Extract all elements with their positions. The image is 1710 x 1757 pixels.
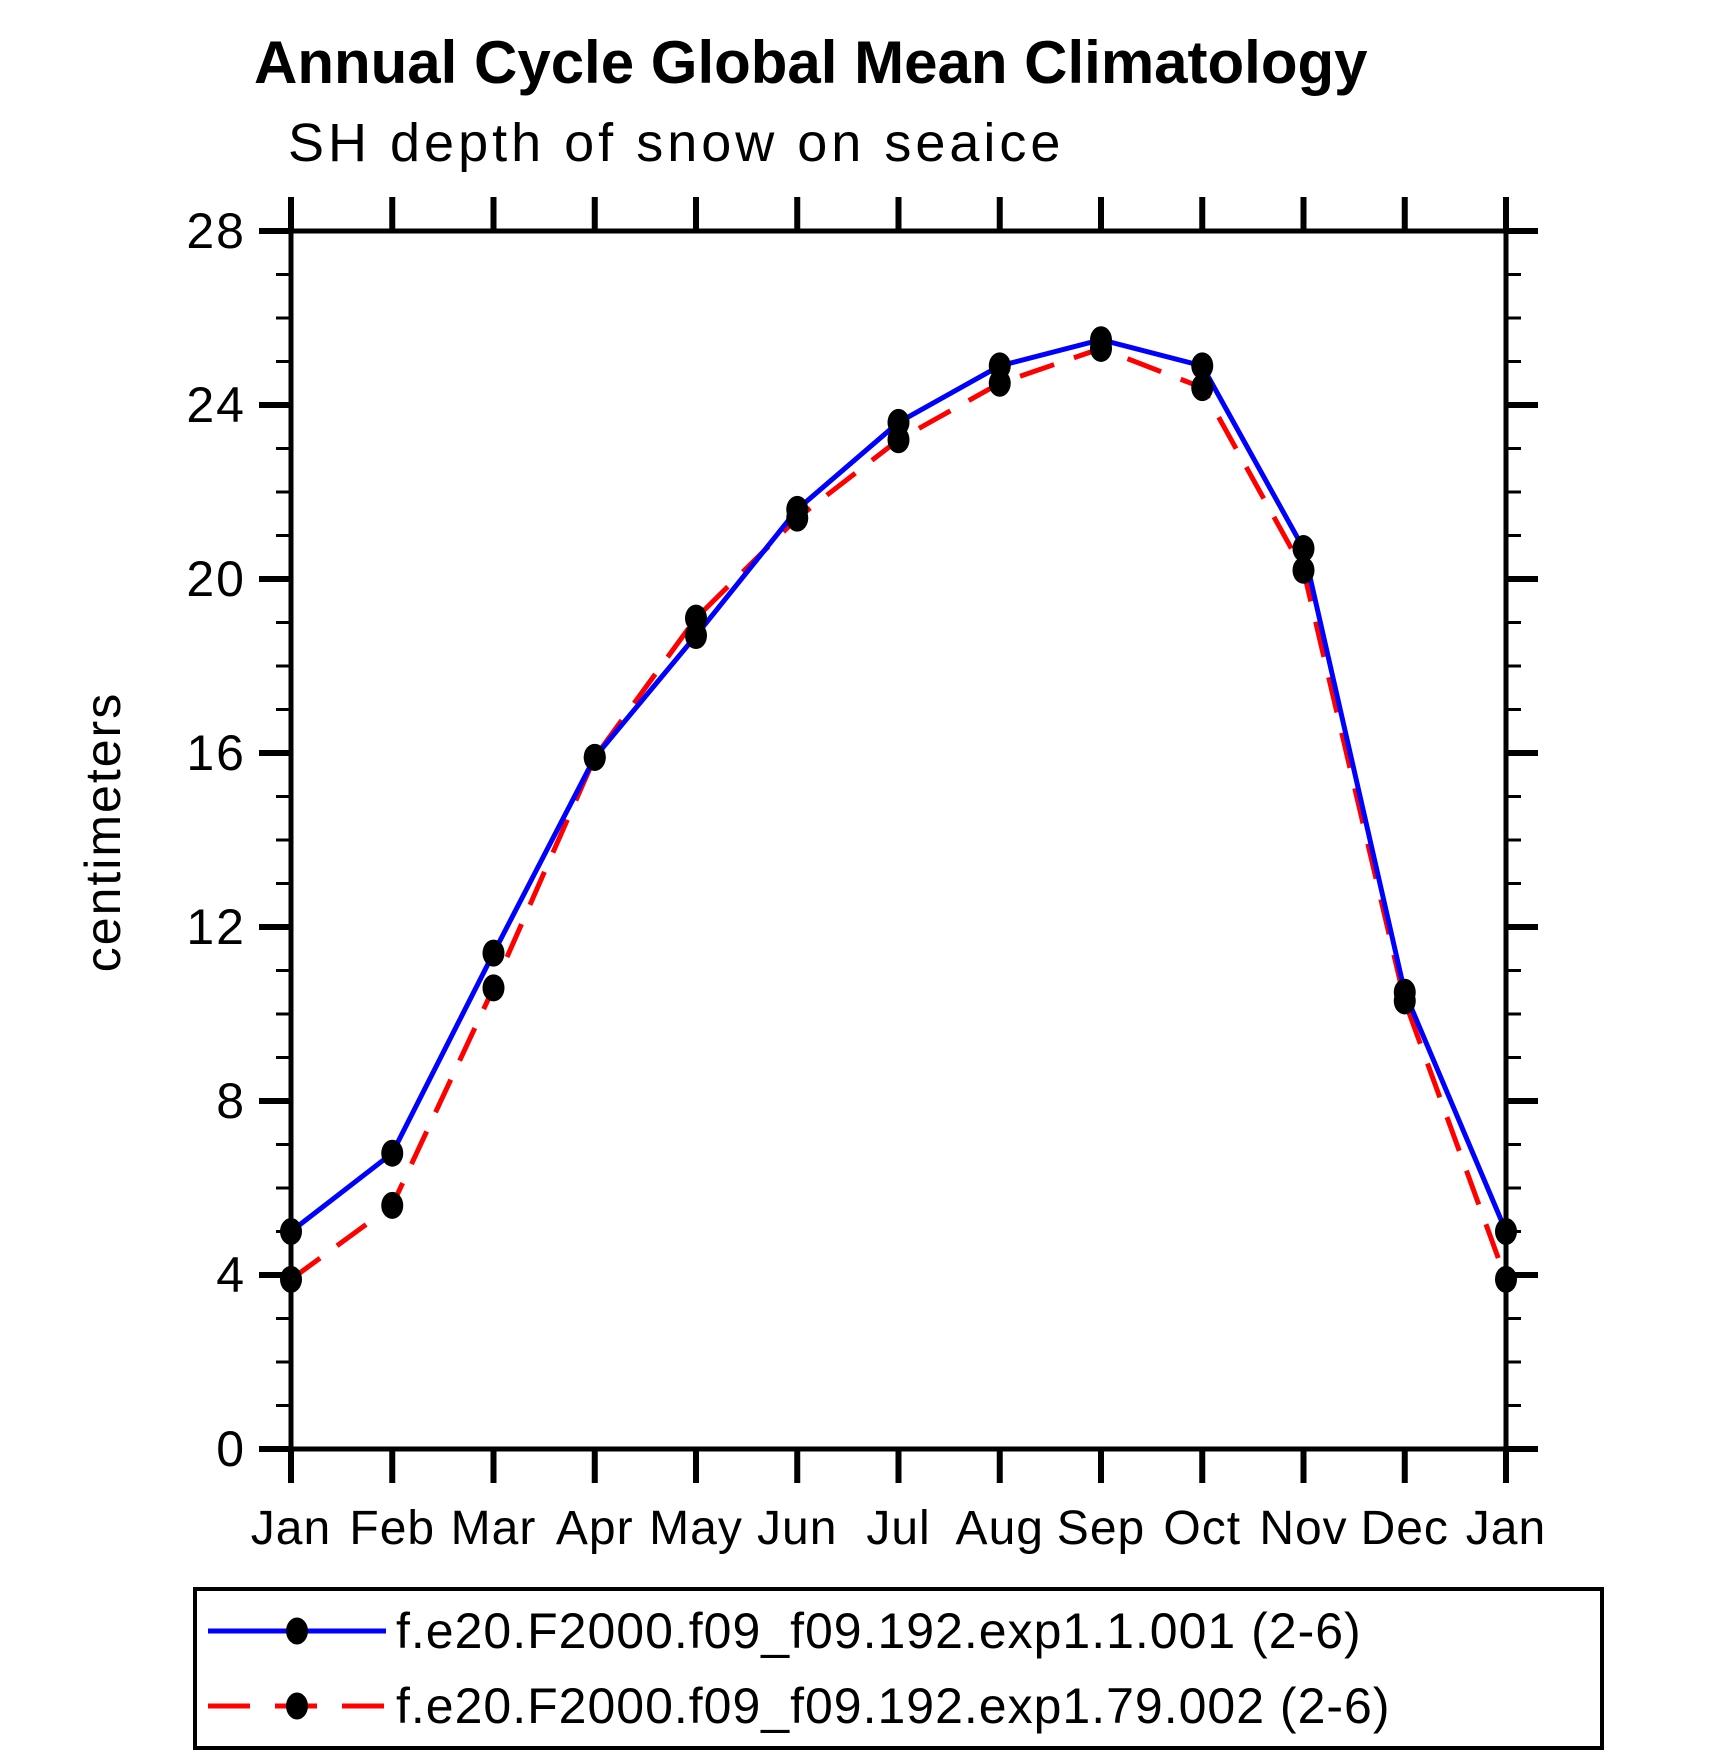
x-tick-label: Jan [251,1502,331,1555]
data-point-marker-series-2 [482,974,505,1002]
x-tick-label: Aug [956,1502,1044,1555]
data-point-marker-series-2 [280,1265,302,1293]
x-tick-label: Apr [556,1502,634,1555]
x-tick-label: Oct [1163,1502,1241,1555]
y-tick-label: 16 [186,725,246,781]
y-tick-label: 8 [216,1073,246,1129]
legend-row-series-1: f.e20.F2000.f09_f09.192.exp1.1.001 (2-6) [197,1595,1600,1667]
x-tick-label: Feb [349,1502,435,1555]
y-tick-label: 28 [186,203,246,259]
data-point-marker-series-2 [583,743,606,771]
data-point-marker-series-2 [988,369,1011,397]
plot-frame [288,228,1509,1452]
x-tick-label: May [649,1502,743,1555]
legend-swatch-dashed-red [208,1692,386,1720]
legend: f.e20.F2000.f09_f09.192.exp1.1.001 (2-6)… [193,1587,1604,1750]
y-tick-label: 4 [216,1247,246,1303]
data-point-marker-series-1 [1191,352,1214,380]
data-point-marker-series-1 [1495,1218,1517,1245]
legend-label-series-2: f.e20.F2000.f09_f09.192.exp1.79.002 (2-6… [396,1678,1391,1735]
x-tick-label: Dec [1361,1502,1449,1555]
y-tick-label: 12 [186,899,246,955]
data-point-marker-series-2 [1090,334,1112,362]
y-tick-label: 20 [186,551,246,607]
data-point-marker-series-2 [887,426,910,454]
data-point-marker-series-2 [786,504,809,532]
x-tick-label: Mar [451,1502,537,1555]
legend-swatch-solid-blue [208,1617,386,1645]
legend-label-series-1: f.e20.F2000.f09_f09.192.exp1.1.001 (2-6) [396,1602,1362,1659]
x-tick-label: Jul [866,1502,930,1555]
y-tick-label: 24 [186,377,246,433]
y-tick-label: 0 [216,1421,246,1477]
legend-row-series-2: f.e20.F2000.f09_f09.192.exp1.79.002 (2-6… [197,1670,1600,1742]
data-point-marker-series-1 [280,1218,302,1245]
y-axis-label: centimeters [75,692,131,972]
chart-subtitle: SH depth of snow on seaice [288,113,1065,173]
x-tick-label: Jun [757,1502,837,1555]
x-tick-label: Sep [1057,1502,1145,1555]
data-point-marker-series-2 [1292,556,1315,584]
x-tick-label: Nov [1259,1502,1347,1555]
data-point-marker-series-2 [1495,1265,1517,1293]
data-point-marker-series-1 [1292,535,1315,563]
data-point-marker-series-2 [1191,374,1214,402]
chart-title: Annual Cycle Global Mean Climatology [254,29,1368,96]
data-point-marker-series-2 [685,604,707,632]
x-tick-label: Jan [1466,1502,1546,1555]
series-line-1 [289,337,1509,1234]
data-point-marker-series-2 [381,1191,404,1219]
series-line-2 [289,345,1509,1282]
data-point-marker-series-2 [1393,987,1416,1015]
data-point-marker-series-1 [381,1139,404,1167]
data-point-marker-series-1 [482,939,505,967]
